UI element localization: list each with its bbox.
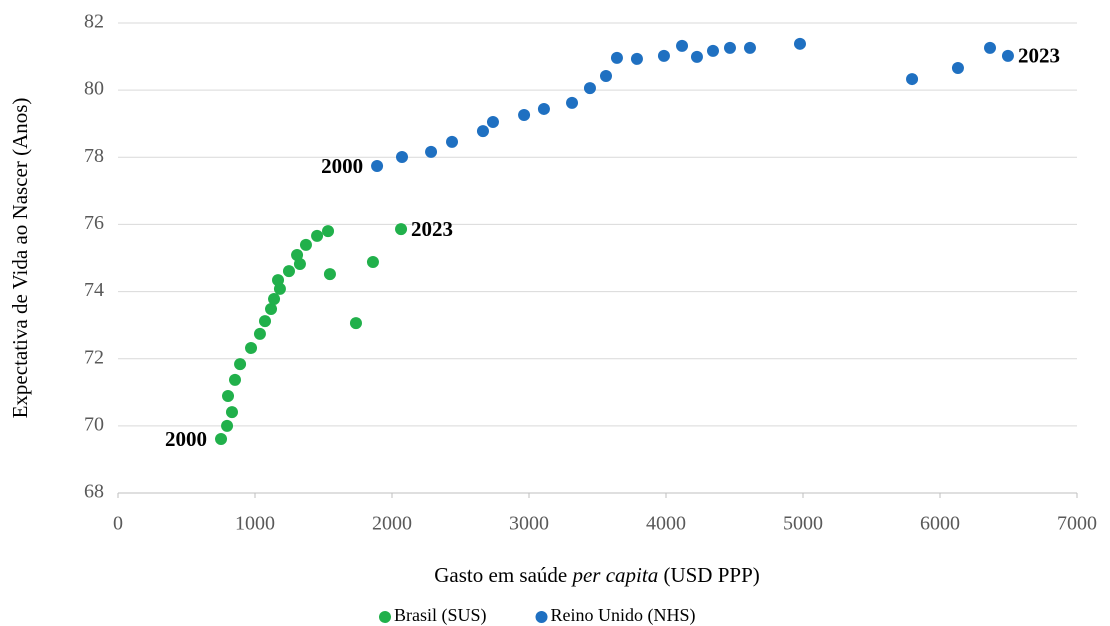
point [323,268,336,281]
point [222,389,235,402]
x-axis-label-part: Gasto em saúde [434,563,572,587]
point [690,50,703,63]
point [215,432,228,445]
point [268,292,281,305]
y-tick-label: 68 [84,481,104,503]
point [566,96,579,109]
point [610,51,623,64]
point [234,358,247,371]
legend-marker [379,611,391,623]
point [253,327,266,340]
point [425,145,438,158]
point [518,108,531,121]
x-tick-label: 1000 [235,513,275,535]
x-axis-label: Gasto em saúde per capita (USD PPP) [434,563,760,587]
point [366,256,379,269]
legend-marker [535,611,548,623]
x-tick-label: 6000 [920,513,960,535]
point [676,39,689,52]
annotation: 2023 [411,217,453,241]
point [396,150,409,163]
y-tick-label: 80 [84,78,104,100]
x-tick-label: 5000 [783,513,823,535]
point [225,406,238,419]
point [723,41,736,54]
x-tick-label: 4000 [646,513,686,535]
point [657,49,670,62]
point [486,116,499,129]
y-tick-label: 72 [84,346,104,368]
point [630,52,643,65]
point [537,102,550,115]
point [599,70,612,83]
point [706,44,719,57]
point [322,225,335,238]
x-tick-label: 7000 [1057,513,1097,535]
y-tick-label: 76 [84,212,104,234]
legend-label: Reino Unido (NHS) [551,605,696,626]
point [265,303,278,316]
point [395,223,408,236]
point [476,125,489,138]
y-tick-label: 78 [84,145,104,167]
legend-label: Brasil (SUS) [394,605,487,626]
point [906,73,919,86]
point [583,82,596,95]
point [1001,49,1014,62]
x-tick-label: 3000 [509,513,549,535]
y-tick-label: 82 [84,11,104,33]
point [984,41,997,54]
x-axis-label-part: (USD PPP) [658,563,760,587]
annotation: 2023 [1018,44,1060,68]
point [245,341,258,354]
point [951,61,964,74]
annotation: 2000 [321,154,363,178]
point [291,248,304,261]
point [743,41,756,54]
y-axis-label: Expectativa de Vida ao Nascer (Anos) [8,98,32,419]
point [793,37,806,50]
point [272,274,285,287]
x-tick-label: 0 [113,513,123,535]
point [299,238,312,251]
y-tick-label: 74 [84,279,104,301]
point [371,160,384,173]
point [293,258,306,271]
point [349,317,362,330]
y-tick-label: 70 [84,413,104,435]
x-axis-label-part: per capita [570,563,658,587]
point [228,373,241,386]
point [282,265,295,278]
point [221,419,234,432]
point [446,135,459,148]
point [259,315,272,328]
annotation: 2000 [165,427,207,451]
point [311,229,324,242]
x-tick-label: 2000 [372,513,412,535]
